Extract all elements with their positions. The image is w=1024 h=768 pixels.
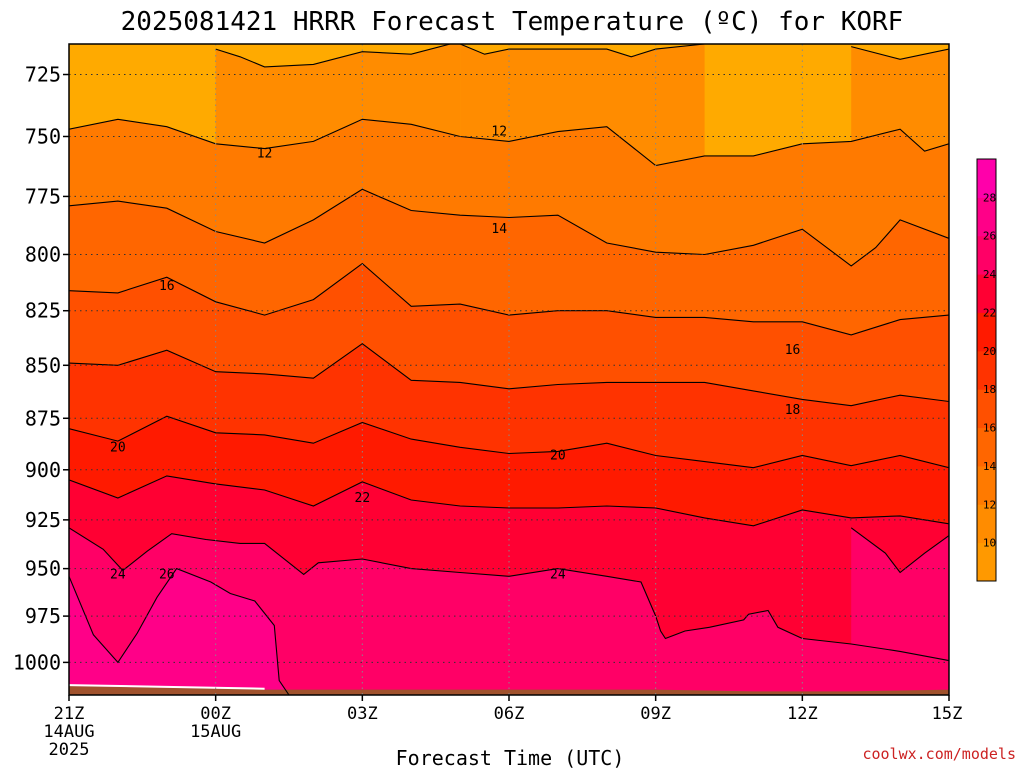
colorbar-swatch <box>977 427 996 467</box>
colorbar-swatch <box>977 465 996 505</box>
y-tick-label: 925 <box>25 508 61 532</box>
colorbar-swatch <box>977 235 996 275</box>
chart-title: 2025081421 HRRR Forecast Temperature (ºC… <box>121 7 904 37</box>
contour-label: 24 <box>110 567 126 582</box>
contour-label: 12 <box>257 146 273 161</box>
x-tick-label: 15AUG <box>190 722 241 742</box>
contour-line-10 <box>215 44 453 68</box>
contour-line-24 <box>850 527 949 574</box>
plot-area <box>69 44 949 695</box>
colorbar: 10 12 14 16 18 20 22 24 26 28 <box>976 158 997 582</box>
contour-label: 24 <box>550 567 566 582</box>
colorbar-tick-label: 14 <box>983 460 997 473</box>
color-bands <box>69 44 949 695</box>
y-tick-label: 750 <box>25 124 61 148</box>
ground-edge <box>69 684 265 690</box>
x-tick-label: 12Z <box>787 704 818 724</box>
contour-line-18 <box>69 343 949 407</box>
colorbar-tick-label: 22 <box>983 306 996 319</box>
contour-label: 12 <box>491 125 507 140</box>
contour-label: 20 <box>550 449 566 464</box>
y-tick-label: 975 <box>25 604 61 628</box>
x-tick-label: 06Z <box>494 704 525 724</box>
y-tick-label: 800 <box>25 242 61 266</box>
colorbar-swatch <box>977 542 996 582</box>
colorbar-swatch <box>977 274 996 313</box>
contour-line-10 <box>851 46 949 60</box>
colorbar-tick-label: 16 <box>983 422 996 435</box>
x-tick-label: 14AUG <box>43 722 94 742</box>
contour-label: 16 <box>785 343 801 358</box>
colorbar-swatch <box>977 312 996 352</box>
x-tick-label: 2025 <box>49 740 90 760</box>
colorbar-tick-label: 12 <box>983 498 996 511</box>
colorbar-swatch <box>977 350 996 390</box>
colorbar-tick-label: 20 <box>983 345 996 358</box>
credit-text: coolwx.com/models <box>862 745 1016 763</box>
y-axis: 725 750 775 800 825 850 875 900 925 950 975 1000 <box>13 63 69 674</box>
grid-lines <box>69 44 949 695</box>
contour-label: 16 <box>159 279 175 294</box>
y-tick-label: 900 <box>25 458 61 482</box>
x-tick-label: 00Z <box>200 704 231 724</box>
y-tick-label: 950 <box>25 557 61 581</box>
contour-lines <box>69 44 949 695</box>
colorbar-tick-label: 10 <box>983 537 996 550</box>
ground-fill <box>69 684 949 695</box>
contour-line-24 <box>69 527 949 662</box>
contour-line-22 <box>69 475 949 527</box>
x-tick-label: 21Z <box>54 704 85 724</box>
contour-line-14 <box>69 188 949 267</box>
contour-line-20 <box>69 415 949 469</box>
colorbar-frame <box>976 158 997 582</box>
x-tick-label: 15Z <box>932 704 963 724</box>
contour-line-16 <box>69 262 949 336</box>
band-fill <box>851 527 949 695</box>
colorbar-swatch <box>977 159 996 198</box>
band-fill <box>69 568 289 695</box>
contour-line-26 <box>69 567 290 695</box>
colorbar-swatch <box>977 389 996 429</box>
contour-label: 22 <box>355 491 371 506</box>
y-tick-label: 850 <box>25 353 61 377</box>
y-tick-label: 775 <box>25 184 61 208</box>
colorbar-tick-label: 28 <box>983 191 996 204</box>
y-tick-label: 1000 <box>13 650 61 674</box>
x-tick-label: 03Z <box>347 704 378 724</box>
y-tick-label: 875 <box>25 406 61 430</box>
contour-line-10 <box>459 44 705 58</box>
x-tick-label: 09Z <box>640 704 671 724</box>
colorbar-swatch <box>977 504 996 544</box>
colorbar-tick-label: 18 <box>983 383 996 396</box>
contour-label: 18 <box>785 403 801 418</box>
colorbar-swatch <box>977 197 996 237</box>
contour-labels: 12 12 14 16 16 18 20 20 22 24 24 26 <box>110 125 800 583</box>
contour-line-12 <box>69 118 949 167</box>
colorbar-tick-label: 26 <box>983 230 996 243</box>
ground-area <box>69 686 949 695</box>
x-axis-label: Forecast Time (UTC) <box>396 746 625 768</box>
y-tick-label: 725 <box>25 63 61 87</box>
y-tick-label: 825 <box>25 299 61 323</box>
contour-label: 20 <box>110 440 126 455</box>
contour-label: 26 <box>159 567 175 582</box>
colorbar-tick-label: 24 <box>983 268 997 281</box>
contour-label: 14 <box>491 222 507 237</box>
